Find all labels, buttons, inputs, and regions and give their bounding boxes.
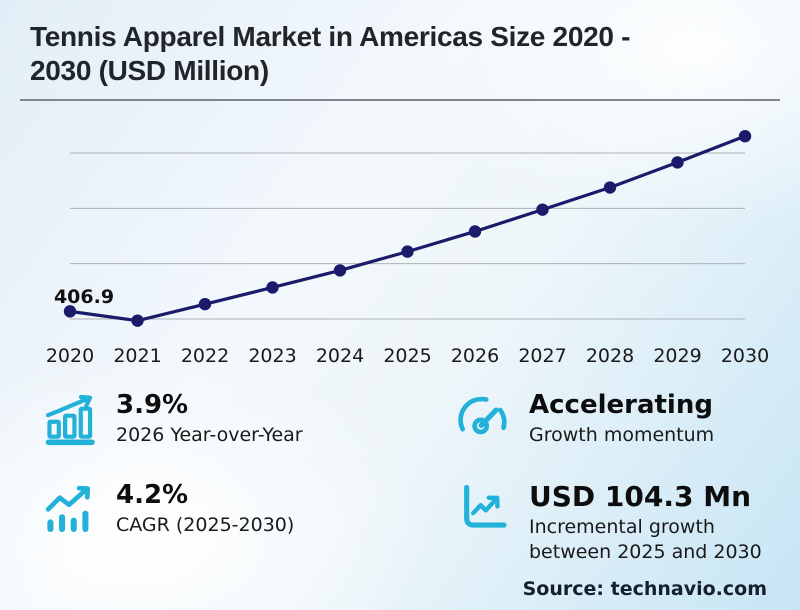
stat-momentum-label: Growth momentum [529,424,715,447]
stat-incremental-text: USD 104.3 Mn Incremental growth between … [529,480,772,565]
x-axis-tick-2030: 2030 [721,345,769,367]
x-axis-tick-2021: 2021 [113,345,161,367]
x-axis-tick-2027: 2027 [518,345,566,367]
stat-yoy-text: 3.9% 2026 Year-over-Year [116,390,303,448]
incremental-growth-icon [455,480,511,536]
x-axis-tick-2025: 2025 [383,345,431,367]
stat-momentum: Accelerating Growth momentum [455,390,772,448]
title-divider [20,99,780,101]
source-attribution: Source: technavio.com [522,578,767,600]
page-title: Tennis Apparel Market in Americas Size 2… [30,20,778,87]
stat-momentum-value: Accelerating [529,390,713,420]
x-axis-tick-2028: 2028 [586,345,634,367]
stat-yoy-value: 3.9% [116,390,189,420]
x-axis-tick-2020: 2020 [46,345,94,367]
market-line-chart: 2020 2021 2022 2023 2024 2025 2026 2027 2028 2029… [46,129,769,367]
stat-cagr-value: 4.2% [116,479,189,510]
stat-cagr: 4.2% CAGR (2025-2030) [42,480,455,565]
stats-grid: 3.9% 2026 Year-over-Year Accelerating Gr… [42,390,772,565]
page-title-line2: 2030 (USD Million) [30,54,269,86]
stat-incremental: USD 104.3 Mn Incremental growth between … [455,480,772,565]
stat-incremental-label: Incremental growth between 2025 and 2030 [529,516,762,564]
x-axis-tick-2029: 2029 [653,345,701,367]
x-axis-tick-2023: 2023 [248,345,296,367]
stat-cagr-label: CAGR (2025-2030) [116,514,295,537]
page-title-line1: Tennis Apparel Market in Americas Size 2… [30,21,631,52]
speedometer-icon [455,390,511,446]
cagr-trend-icon [42,480,98,536]
chart-area: 2020 2021 2022 2023 2024 2025 2026 2027 2028 2029… [0,110,800,382]
bar-chart-growth-icon [42,390,98,446]
stat-yoy: 3.9% 2026 Year-over-Year [42,390,455,448]
x-axis-tick-2026: 2026 [451,345,499,367]
stat-yoy-label: 2026 Year-over-Year [116,424,303,447]
x-axis-tick-2024: 2024 [316,345,364,367]
stat-cagr-text: 4.2% CAGR (2025-2030) [116,480,294,538]
stat-incremental-value: USD 104.3 Mn [529,479,752,513]
x-axis-tick-2022: 2022 [181,345,229,367]
first-point-value-label: 406.9 [54,286,114,308]
stat-momentum-text: Accelerating Growth momentum [529,390,714,448]
